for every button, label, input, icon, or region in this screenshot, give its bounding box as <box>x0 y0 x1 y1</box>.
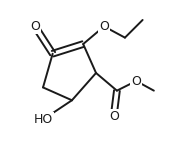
Text: O: O <box>109 110 119 123</box>
Text: O: O <box>99 20 109 33</box>
Text: O: O <box>30 20 40 33</box>
Text: O: O <box>131 75 141 87</box>
Text: HO: HO <box>33 113 53 126</box>
